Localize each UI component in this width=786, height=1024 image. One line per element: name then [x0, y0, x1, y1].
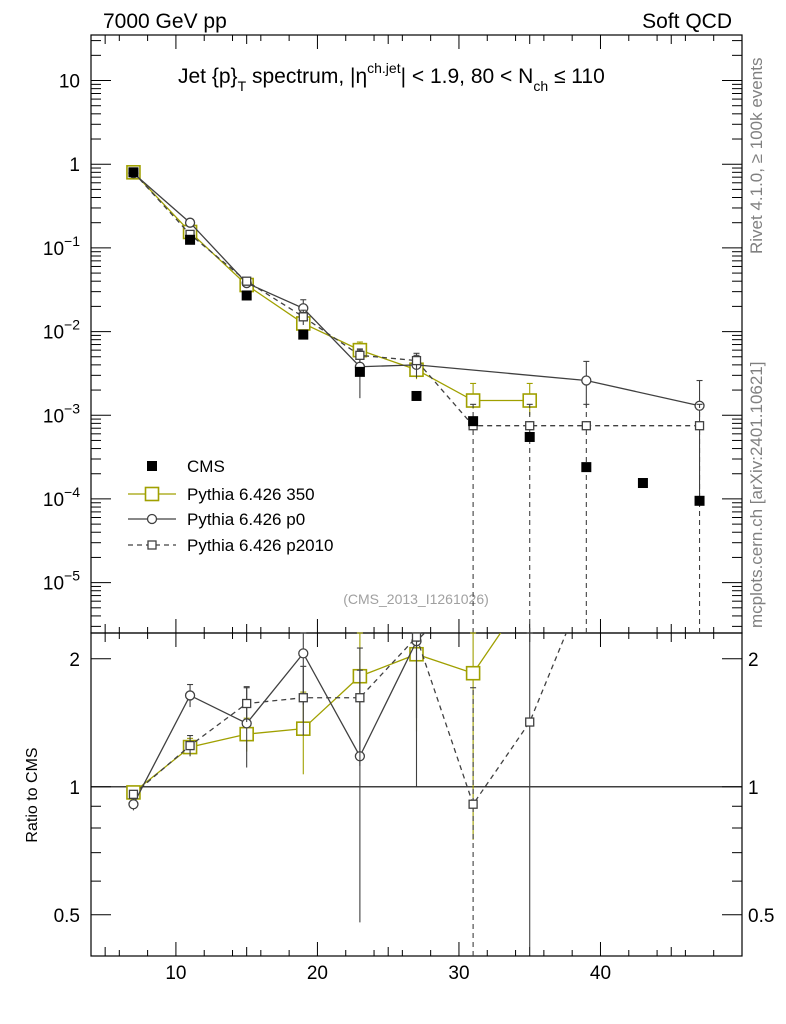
ratio-point	[298, 648, 309, 659]
cms-point	[241, 290, 252, 301]
y-tick-label-base: 10	[43, 406, 64, 427]
header-right: Soft QCD	[642, 10, 732, 33]
y-tick-label: 10−1	[43, 233, 80, 260]
y-tick-label-exp: −2	[64, 317, 80, 333]
legend-marker	[146, 513, 158, 525]
legend-marker	[147, 540, 157, 550]
x-tick-label: 40	[590, 963, 611, 984]
cms-point	[637, 478, 648, 489]
y-tick-label: 10−2	[43, 317, 80, 344]
legend-label: Pythia 6.426 p2010	[187, 536, 334, 555]
data-point	[694, 421, 705, 431]
ratio-tick-label-right: 0.5	[748, 906, 774, 927]
ratio-point	[298, 693, 308, 703]
data-point	[581, 375, 592, 386]
y-tick-label-exp: −1	[64, 233, 80, 249]
ratio-tick-label: 0.5	[54, 906, 80, 927]
y-tick-label-base: 10	[43, 574, 64, 595]
ratio-tick-label-right: 2	[748, 650, 759, 671]
cms-point	[298, 329, 309, 340]
y-tick-label-base: 10	[43, 490, 64, 511]
title-part-a: Jet {p}	[178, 65, 238, 88]
data-point	[184, 217, 196, 228]
ratio-point	[184, 690, 196, 701]
x-tick-label: 30	[448, 963, 469, 984]
x-tick-label: 20	[307, 963, 328, 984]
legend-label: Pythia 6.426 350	[187, 485, 315, 504]
ratio-tick-label: 1	[69, 778, 80, 799]
y-tick-label: 10−5	[43, 568, 80, 595]
title-sub-c: ch	[533, 78, 548, 94]
ratio-point	[411, 632, 422, 642]
data-point	[581, 421, 591, 431]
cms-point	[354, 366, 365, 377]
y-tick-label-exp: −3	[64, 400, 80, 416]
title-part-b: spectrum, |η	[246, 65, 367, 88]
data-point	[355, 350, 365, 360]
y-tick-label-base: 10	[43, 239, 64, 260]
title-part-d: ≤ 110	[548, 65, 605, 88]
chart-title: Jet {p}T spectrum, |ηch.jet| < 1.9, 80 <…	[178, 60, 605, 94]
cms-point	[468, 416, 479, 427]
ratio-line	[133, 633, 567, 806]
title-part-c: | < 1.9, 80 < N	[401, 65, 534, 88]
ratio-axis-label: Ratio to CMS	[24, 747, 41, 842]
y-tick-label: 1	[69, 155, 80, 176]
ratio-point	[128, 799, 139, 810]
legend-marker	[147, 461, 157, 471]
cms-point	[411, 390, 422, 401]
main-series-layer	[126, 165, 705, 633]
cms-point	[128, 167, 139, 178]
y-tick-label-base: 10	[59, 72, 80, 93]
cms-point	[694, 495, 705, 506]
ratio-axes-ticks: 10 20 30 40 0.5 0.5 1 1 2 2	[54, 633, 774, 984]
data-point	[411, 355, 422, 366]
y-tick-label-exp: −5	[64, 568, 80, 584]
title-sub-a: T	[238, 78, 247, 94]
legend-label: CMS	[187, 457, 225, 476]
y-tick-label-base: 10	[43, 323, 64, 344]
ratio-series-layer	[126, 632, 567, 956]
ratio-point	[525, 717, 535, 727]
data-point	[242, 276, 252, 286]
cms-point	[185, 234, 196, 245]
series-line	[132, 171, 700, 427]
ratio-point	[242, 698, 252, 709]
y-tick-label-exp: −4	[64, 484, 80, 500]
legend-marker	[144, 486, 160, 502]
header-left: 7000 GeV pp	[103, 10, 227, 33]
ratio-tick-label: 2	[69, 650, 80, 671]
ratio-point	[465, 665, 481, 681]
ratio-tick-label-right: 1	[748, 778, 759, 799]
y-tick-label-base: 1	[69, 155, 80, 176]
x-tick-label: 10	[165, 963, 186, 984]
legend: CMS Pythia 6.426 350 Pythia 6.426 p0 Pythia…	[128, 457, 334, 555]
ratio-point	[185, 740, 195, 751]
legend-label: Pythia 6.426 p0	[187, 510, 305, 529]
ratio-line	[133, 633, 502, 793]
cms-point	[581, 462, 592, 473]
data-point	[298, 312, 308, 322]
y-tick-label: 10	[59, 72, 80, 93]
series-line	[132, 171, 530, 402]
rivet-label: Rivet 4.1.0, ≥ 100k events	[747, 58, 766, 254]
mcplots-label: mcplots.cern.ch [arXiv:2401.10621]	[747, 362, 766, 628]
y-tick-label: 10−4	[43, 484, 80, 511]
title-sup-b: ch.jet	[367, 60, 401, 76]
y-tick-label: 10−3	[43, 400, 80, 427]
watermark: (CMS_2013_I1261026)	[343, 591, 489, 607]
ratio-point	[468, 799, 478, 809]
data-point	[525, 421, 535, 431]
ratio-point	[355, 693, 365, 703]
series-line	[133, 172, 700, 407]
ratio-point	[128, 789, 139, 799]
cms-point	[524, 431, 535, 442]
